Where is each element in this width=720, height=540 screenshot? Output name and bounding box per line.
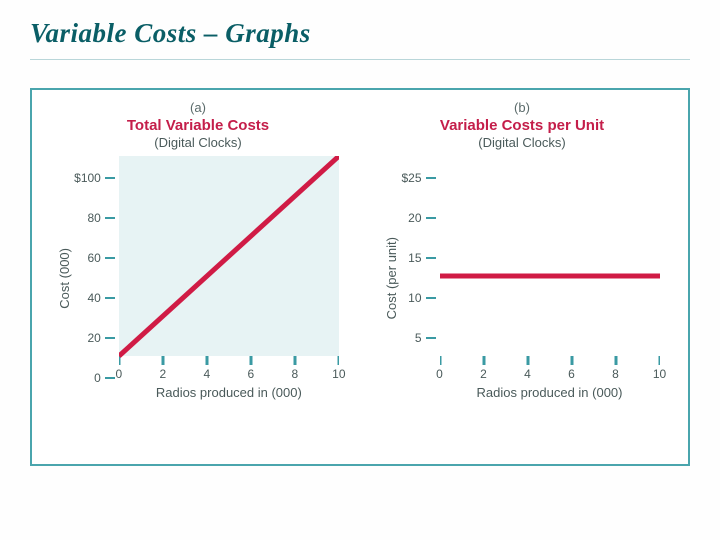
y-axis-label: Cost (per unit): [384, 237, 399, 319]
y-ticks: $252015105: [401, 178, 435, 378]
chart-panel: (a) Total Variable Costs (Digital Clocks…: [30, 88, 690, 466]
x-axis-label: Radios produced in (000): [477, 385, 623, 400]
chart-title: Variable Costs per Unit: [440, 117, 604, 134]
chart-b: (b) Variable Costs per Unit (Digital Clo…: [364, 100, 680, 456]
chart-a: (a) Total Variable Costs (Digital Clocks…: [40, 100, 356, 456]
plot-area: [440, 156, 660, 365]
chart-letter: (a): [190, 100, 206, 115]
chart-letter: (b): [514, 100, 530, 115]
chart-title: Total Variable Costs: [127, 117, 269, 134]
y-axis-label: Cost (000): [57, 248, 72, 309]
x-axis-label: Radios produced in (000): [156, 385, 302, 400]
chart-subtitle: (Digital Clocks): [478, 135, 565, 150]
plot-area: [119, 156, 339, 365]
chart-subtitle: (Digital Clocks): [154, 135, 241, 150]
page-title: Variable Costs – Graphs: [30, 18, 690, 60]
x-ticks: 0246810: [119, 367, 339, 381]
y-ticks: $100806040200: [74, 178, 115, 378]
x-ticks: 0246810: [440, 367, 660, 381]
